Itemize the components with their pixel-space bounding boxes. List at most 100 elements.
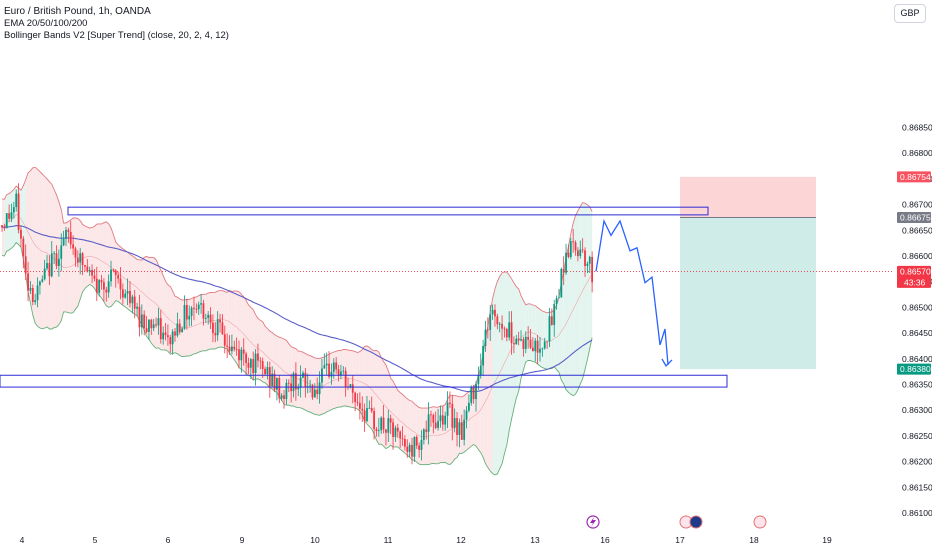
candle — [91, 264, 93, 284]
candle — [513, 336, 515, 354]
currency-button[interactable]: GBP — [894, 4, 926, 23]
candle-body — [245, 353, 248, 363]
candle-body — [420, 439, 423, 450]
candle — [349, 383, 352, 389]
candle-body — [84, 265, 86, 267]
time-axis[interactable]: 4 5 6 9 10 11 12 13 16 17 18 19 — [20, 535, 832, 545]
candle — [562, 256, 565, 285]
candle-body — [418, 445, 421, 450]
candle — [257, 343, 259, 368]
zone-rectangles[interactable] — [0, 206, 728, 388]
candle-body — [76, 257, 79, 263]
candle-body — [404, 439, 406, 447]
candle — [185, 298, 188, 330]
candle-body — [69, 231, 72, 245]
candle — [389, 414, 392, 435]
candle — [579, 240, 582, 259]
candle-body — [482, 345, 485, 366]
candle-body — [363, 410, 366, 422]
candle — [176, 312, 179, 338]
lightning-icon[interactable] — [590, 517, 596, 527]
candle-body — [434, 422, 437, 428]
candle — [472, 384, 475, 404]
stop-loss-zone[interactable] — [680, 176, 816, 218]
projection-path[interactable] — [595, 218, 673, 368]
price-tick-label: 0.86500 — [902, 302, 932, 312]
band-fill-segment — [582, 202, 586, 379]
position-tool[interactable] — [0, 176, 892, 370]
band-fill-segment — [80, 220, 83, 300]
candle — [204, 313, 207, 323]
candle — [342, 366, 345, 375]
candle — [112, 268, 115, 273]
candle-body — [50, 253, 53, 277]
candle-body — [280, 395, 283, 399]
flag-eu-icon[interactable] — [689, 515, 703, 529]
band-fill-segment — [568, 233, 571, 395]
candle-body — [17, 193, 20, 230]
candle-body — [219, 319, 221, 323]
candle-body — [214, 333, 217, 336]
candle — [1, 224, 3, 232]
candle — [100, 274, 103, 290]
candle — [550, 308, 553, 326]
candle-body — [354, 392, 357, 402]
price-axis[interactable]: 0.868500.868000.867500.867000.866500.866… — [897, 123, 932, 519]
candle — [373, 407, 375, 440]
candle — [508, 311, 511, 341]
candle — [531, 337, 534, 352]
band-fill-segment — [359, 349, 363, 416]
resistance-zone[interactable] — [67, 206, 709, 216]
candle-body — [467, 402, 470, 411]
candle — [157, 307, 160, 335]
candle-body — [287, 382, 290, 384]
candle-body — [323, 365, 326, 369]
band-fill-segment — [49, 181, 52, 329]
bollinger-indicator-label[interactable]: Bollinger Bands V2 [Super Trend] (close,… — [4, 30, 229, 41]
candle — [313, 383, 316, 398]
projection-polyline[interactable] — [595, 218, 669, 366]
candle-body — [332, 362, 335, 372]
candle-body — [143, 314, 146, 329]
stop-price-tag: 0.86754 — [900, 172, 931, 182]
candle — [351, 375, 354, 404]
flag-uk-icon[interactable] — [753, 515, 767, 529]
candle-body — [3, 227, 6, 229]
candle — [287, 379, 290, 393]
event-markers[interactable] — [586, 515, 767, 529]
support-zone[interactable] — [0, 374, 728, 388]
candle — [463, 409, 466, 446]
candle — [529, 329, 532, 350]
candle — [228, 335, 231, 355]
candle-body — [560, 268, 563, 298]
candle — [121, 283, 124, 305]
candle — [188, 305, 191, 327]
candle-body — [313, 389, 316, 398]
candle-body — [392, 422, 394, 437]
band-fill-segment — [364, 345, 367, 425]
candle — [354, 391, 357, 412]
candle-body — [204, 317, 207, 319]
candle-body — [422, 429, 425, 440]
band-fill-segment — [566, 246, 569, 393]
candle-body — [539, 348, 541, 353]
candle — [152, 318, 155, 332]
candle — [10, 203, 13, 223]
candle — [31, 284, 34, 306]
projection-arrowhead[interactable] — [661, 358, 673, 368]
candle — [546, 341, 548, 349]
candle — [200, 294, 202, 314]
take-profit-zone[interactable] — [680, 217, 816, 370]
candle — [548, 307, 551, 347]
candle — [335, 357, 338, 374]
price-tick-label: 0.86350 — [902, 380, 932, 390]
band-fill-segment — [99, 223, 102, 299]
candle — [484, 320, 487, 352]
symbol-title[interactable]: Euro / British Pound, 1h, OANDA — [4, 6, 151, 17]
band-fill-segment — [556, 297, 559, 373]
candle-body — [266, 367, 269, 375]
candle — [510, 311, 513, 355]
candle-body — [550, 316, 553, 325]
ema-indicator-label[interactable]: EMA 20/50/100/200 — [4, 18, 88, 29]
